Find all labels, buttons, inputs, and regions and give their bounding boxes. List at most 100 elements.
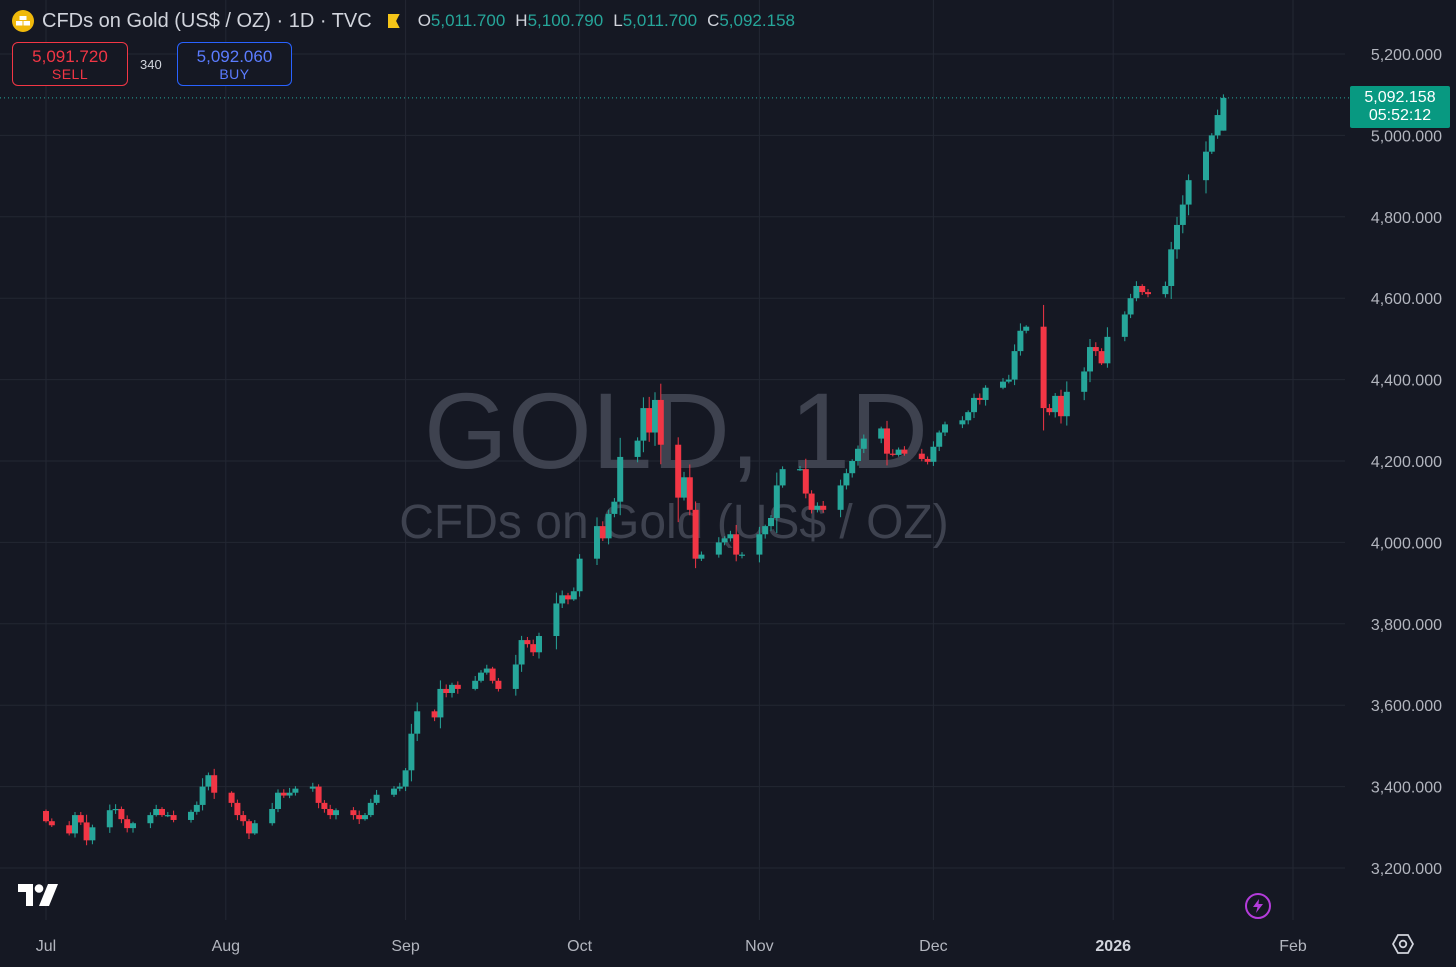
candle-body[interactable]: [1046, 408, 1053, 413]
candle-body[interactable]: [773, 485, 780, 518]
candle-body[interactable]: [1104, 336, 1111, 364]
candle-body[interactable]: [965, 412, 972, 421]
candle-body[interactable]: [350, 810, 357, 816]
sell-button[interactable]: 5,091.720 SELL: [12, 42, 128, 86]
candle-body[interactable]: [733, 534, 740, 555]
candle-body[interactable]: [193, 804, 200, 812]
candle-body[interactable]: [118, 808, 125, 820]
candle-body[interactable]: [553, 603, 560, 637]
candle-body[interactable]: [240, 815, 247, 822]
candle-body[interactable]: [48, 821, 55, 826]
candle-body[interactable]: [170, 815, 177, 820]
candle-body[interactable]: [1040, 326, 1047, 409]
candle-body[interactable]: [275, 792, 281, 809]
candle-body[interactable]: [205, 775, 212, 787]
candle-body[interactable]: [414, 711, 421, 734]
flag-icon[interactable]: [387, 14, 400, 28]
candle-body[interactable]: [483, 668, 490, 673]
candle-body[interactable]: [130, 823, 136, 829]
candle-body[interactable]: [599, 526, 606, 539]
candle-body[interactable]: [1139, 285, 1146, 293]
candle-body[interactable]: [1011, 351, 1018, 380]
candle-body[interactable]: [889, 453, 896, 455]
candle-body[interactable]: [402, 770, 409, 787]
candle-body[interactable]: [315, 786, 322, 803]
candle-body[interactable]: [1087, 347, 1093, 372]
candle-body[interactable]: [1162, 285, 1169, 295]
candle-body[interactable]: [895, 449, 902, 455]
candle-body[interactable]: [327, 808, 334, 816]
candle-body[interactable]: [356, 815, 363, 820]
candle-body[interactable]: [1000, 381, 1006, 388]
candle-body[interactable]: [721, 538, 728, 543]
candle-body[interactable]: [878, 428, 885, 439]
candle-body[interactable]: [1017, 330, 1024, 352]
settings-icon[interactable]: [1391, 933, 1415, 960]
candle-body[interactable]: [228, 792, 235, 803]
candle-body[interactable]: [1063, 391, 1070, 417]
candle-body[interactable]: [611, 501, 618, 514]
candle-body[interactable]: [449, 684, 455, 693]
candle-body[interactable]: [565, 595, 571, 600]
candle-body[interactable]: [1203, 151, 1209, 181]
candle-body[interactable]: [918, 453, 925, 459]
candle-body[interactable]: [1098, 351, 1105, 364]
candle-body[interactable]: [391, 788, 397, 795]
candle-body[interactable]: [89, 827, 96, 841]
candle-body[interactable]: [930, 446, 937, 462]
candle-body[interactable]: [855, 448, 861, 461]
candle-body[interactable]: [559, 595, 566, 604]
candle-body[interactable]: [251, 823, 258, 834]
candle-body[interactable]: [437, 688, 444, 718]
candle-body[interactable]: [692, 509, 699, 559]
candle-body[interactable]: [1145, 292, 1151, 295]
candle-body[interactable]: [524, 640, 531, 645]
candle-body[interactable]: [1208, 135, 1215, 152]
candle-body[interactable]: [1005, 379, 1012, 382]
candle-body[interactable]: [646, 408, 653, 433]
candle-body[interactable]: [820, 505, 827, 510]
candle-body[interactable]: [72, 815, 78, 834]
candle-body[interactable]: [321, 802, 328, 809]
candle-body[interactable]: [512, 664, 519, 689]
candle-body[interactable]: [518, 640, 525, 665]
candle-body[interactable]: [756, 534, 763, 555]
candle-body[interactable]: [269, 808, 276, 824]
candle-body[interactable]: [959, 420, 966, 425]
candle-body[interactable]: [976, 397, 983, 400]
candle-body[interactable]: [686, 477, 693, 510]
candle-body[interactable]: [936, 432, 943, 447]
candle-body[interactable]: [1081, 371, 1088, 392]
candle-body[interactable]: [362, 815, 368, 820]
candle-body[interactable]: [1121, 314, 1128, 337]
candle-body[interactable]: [159, 808, 165, 816]
candle-body[interactable]: [924, 458, 931, 462]
candle-body[interactable]: [1023, 326, 1030, 331]
candle-body[interactable]: [106, 810, 113, 828]
candle-body[interactable]: [124, 819, 131, 829]
candle-body[interactable]: [280, 792, 287, 796]
candle-body[interactable]: [797, 469, 803, 471]
candle-body[interactable]: [408, 733, 415, 771]
candle-body[interactable]: [884, 428, 890, 454]
candle-body[interactable]: [634, 440, 641, 457]
candle-body[interactable]: [199, 786, 206, 805]
candle-body[interactable]: [982, 387, 989, 400]
candle-body[interactable]: [147, 815, 154, 824]
candle-body[interactable]: [901, 449, 908, 454]
candle-body[interactable]: [768, 517, 774, 527]
candle-body[interactable]: [234, 802, 241, 816]
candle-body[interactable]: [971, 397, 977, 413]
candle-body[interactable]: [1133, 285, 1140, 299]
candle-body[interactable]: [478, 672, 484, 681]
candle-body[interactable]: [657, 399, 664, 445]
candle-body[interactable]: [594, 526, 600, 559]
candle-body[interactable]: [698, 554, 705, 559]
candle-body[interactable]: [1174, 224, 1180, 250]
candle-body[interactable]: [1092, 347, 1099, 352]
candle-body[interactable]: [211, 775, 218, 793]
candle-body[interactable]: [576, 558, 583, 592]
candle-body[interactable]: [246, 821, 252, 834]
candle-body[interactable]: [727, 534, 734, 539]
